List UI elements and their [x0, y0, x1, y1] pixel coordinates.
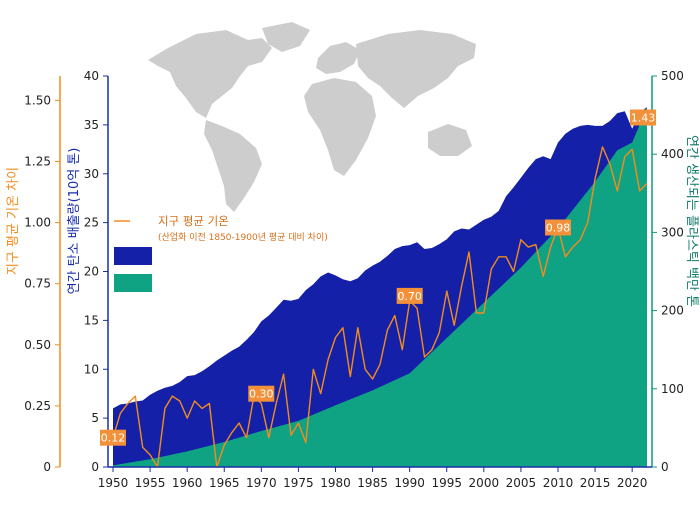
legend-temperature-label: 지구 평균 기온 [158, 214, 229, 228]
annotation-label: 1.43 [631, 112, 656, 125]
x-tick-label: 2000 [469, 476, 500, 490]
map-south-america [204, 120, 262, 212]
map-north-america [148, 30, 272, 118]
legend: 지구 평균 기온 (산업화 이전 1850-1900년 평균 대비 차이) 전 … [114, 214, 328, 292]
left_outer-tick-label: 1.50 [24, 93, 51, 107]
tick-labels: 1950 1955 1960 1965 1970 1975 1980 1985 1990 1995… [24, 69, 684, 490]
annotation-badge [248, 385, 275, 402]
left_inner-tick-label: 25 [84, 216, 99, 230]
x-tick-label: 2020 [617, 476, 648, 490]
left_outer-tick-label: 0.75 [24, 277, 51, 291]
annotation-label: 0.98 [546, 222, 571, 235]
temperature-axis-title: 지구 평균 기온 차이 [6, 167, 21, 275]
right-tick-label: 500 [661, 69, 684, 83]
legend-temperature-note: (산업화 이전 1850-1900년 평균 대비 차이) [158, 231, 328, 243]
legend-carbon-swatch [114, 247, 152, 265]
left_inner-tick-label: 30 [84, 167, 99, 181]
left_inner-tick-label: 5 [91, 411, 99, 425]
left_outer-tick-label: 0 [43, 460, 51, 474]
x-tick-label: 1955 [135, 476, 166, 490]
map-australia [428, 124, 472, 156]
annotation-label: 0.30 [249, 388, 274, 401]
map-africa [304, 78, 376, 176]
map-europe [316, 42, 360, 74]
legend-carbon-label: 전 세계 탄소 배출량 [157, 250, 257, 264]
left_outer-tick-label: 0.25 [24, 399, 51, 413]
legend-plastic-swatch [114, 274, 152, 292]
x-tick-label: 2005 [506, 476, 537, 490]
legend-plastic-label: 전 세계 플라스틱 생산량 [157, 277, 279, 291]
left_inner-tick-label: 20 [84, 265, 99, 279]
right-tick-label: 100 [661, 382, 684, 396]
right-tick-label: 0 [661, 460, 669, 474]
left_outer-tick-label: 1.25 [24, 155, 51, 169]
right-tick-label: 200 [661, 304, 684, 318]
map-greenland [262, 22, 310, 52]
x-tick-label: 2010 [543, 476, 574, 490]
x-tick-label: 1995 [431, 476, 462, 490]
x-tick-label: 1980 [320, 476, 351, 490]
series-area-1 [113, 107, 647, 468]
x-tick-label: 1990 [394, 476, 425, 490]
left_outer-tick-label: 0.50 [24, 338, 51, 352]
carbon-axis-title: 연간 탄소 배출량(10억 톤) [67, 148, 82, 295]
map-asia [356, 30, 476, 108]
x-tick-label: 1985 [357, 476, 388, 490]
left_outer-tick-label: 1.00 [24, 216, 51, 230]
annotation-badge [630, 109, 656, 126]
x-tick-label: 1960 [172, 476, 203, 490]
world-map-background [148, 22, 476, 212]
annotation-badge [100, 429, 126, 446]
left_inner-tick-label: 40 [84, 69, 99, 83]
annotation-badge [545, 219, 571, 236]
x-tick-label: 2015 [580, 476, 611, 490]
left_inner-tick-label: 35 [84, 118, 99, 132]
x-tick-label: 1950 [98, 476, 129, 490]
annotations: 0.12 0.30 0.70 0.98 1.43 [100, 109, 656, 446]
left_inner-tick-label: 10 [84, 362, 99, 376]
x-tick-label: 1965 [209, 476, 240, 490]
annotation-label: 0.70 [397, 290, 422, 303]
x-tick-label: 1975 [283, 476, 314, 490]
left_inner-tick-label: 15 [84, 313, 99, 327]
right-tick-label: 400 [661, 147, 684, 161]
right-tick-label: 300 [661, 225, 684, 239]
left_inner-tick-label: 0 [91, 460, 99, 474]
plastic-axis-title: 연간 생산되는 플라스틱 백만 톤 [684, 135, 699, 307]
annotation-label: 0.12 [101, 432, 126, 445]
annotation-badge [396, 287, 423, 304]
x-tick-label: 1970 [246, 476, 277, 490]
